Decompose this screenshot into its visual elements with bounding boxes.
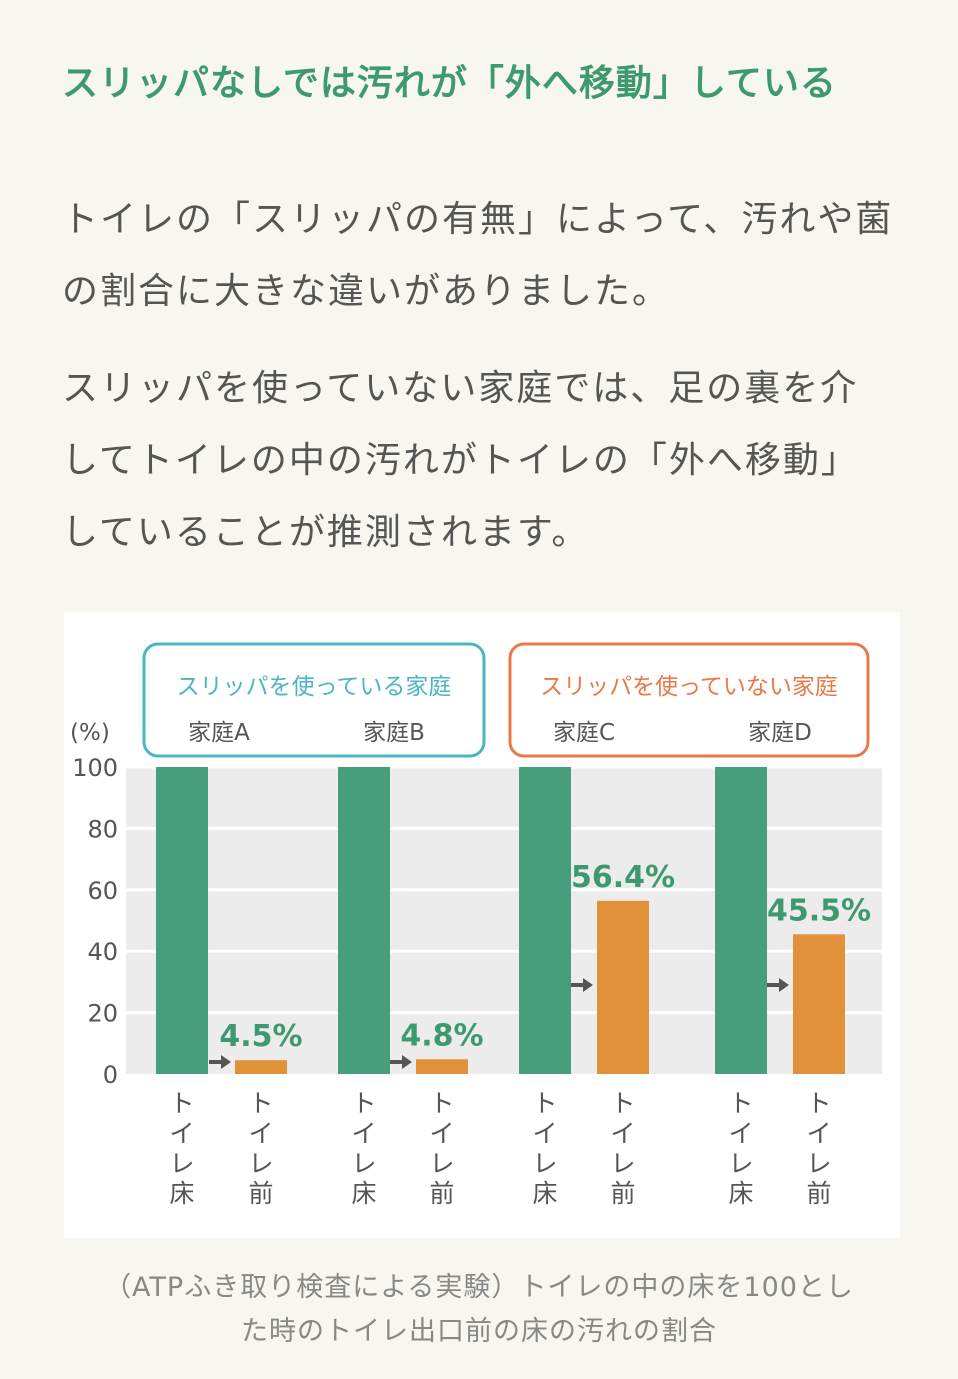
bar-toilet-floor xyxy=(519,767,571,1074)
y-axis-unit-label: (%) xyxy=(70,720,110,746)
x-category-label-floor: 床 xyxy=(728,1179,753,1208)
x-category-label-front: イ xyxy=(248,1119,273,1148)
x-category-label-floor: ト xyxy=(532,1089,557,1118)
bar-toilet-floor xyxy=(338,767,390,1074)
x-category-label-front: 前 xyxy=(429,1179,454,1208)
paragraph-2-line: していることが推測されます。 xyxy=(62,512,590,553)
x-category-label-front: レ xyxy=(610,1149,635,1178)
caption-line: （ATPふき取り検査による実験）トイレの中の床を100とし xyxy=(104,1272,854,1303)
x-category-label-floor: ト xyxy=(728,1089,753,1118)
bar-value-label: 4.8% xyxy=(400,1018,483,1053)
y-tick-label: 40 xyxy=(87,938,118,966)
figure-caption: （ATPふき取り検査による実験）トイレの中の床を100とし た時のトイレ出口前の… xyxy=(40,1266,918,1354)
y-tick-label: 100 xyxy=(72,754,118,782)
paragraph-2-line: してトイレの中の汚れがトイレの「外へ移動」 xyxy=(62,440,859,481)
x-category-label-front: 前 xyxy=(806,1179,831,1208)
x-category-label-floor: レ xyxy=(728,1149,753,1178)
group-box xyxy=(508,642,870,758)
x-category-label-floor: イ xyxy=(351,1119,376,1148)
x-category-label-floor: レ xyxy=(169,1149,194,1178)
y-tick-label: 20 xyxy=(87,1000,118,1028)
x-category-label-floor: 床 xyxy=(169,1179,194,1208)
x-category-label-front: イ xyxy=(429,1119,454,1148)
x-category-label-front: 前 xyxy=(248,1179,273,1208)
x-category-label-floor: ト xyxy=(169,1089,194,1118)
paragraph-2: スリッパを使っていない家庭では、足の裏を介 してトイレの中の汚れがトイレの「外へ… xyxy=(62,353,912,569)
arrow-icon xyxy=(767,977,789,992)
household-label: 家庭A xyxy=(188,720,250,746)
bar-chart: 0 20 40 60 80 100 (%) スリッパを使っている家庭 スリッパを使っていない家庭… xyxy=(70,642,882,1208)
x-category-label-floor: 床 xyxy=(351,1179,376,1208)
x-category-label-front: ト xyxy=(429,1089,454,1118)
household-label: 家庭B xyxy=(363,720,425,746)
bar-toilet-floor xyxy=(715,767,767,1074)
x-category-label-front: ト xyxy=(806,1089,831,1118)
bar-toilet-floor xyxy=(156,767,208,1074)
bar-toilet-front xyxy=(793,934,845,1074)
bar-value-label: 45.5% xyxy=(767,893,871,928)
x-category-label-floor: イ xyxy=(532,1119,557,1148)
group-box xyxy=(142,642,486,758)
arrow-icon xyxy=(390,1055,412,1069)
bar-toilet-front xyxy=(597,900,649,1074)
arrow-icon xyxy=(209,1055,231,1069)
paragraph-1-line: の割合に大きな違いがありました。 xyxy=(62,271,671,312)
x-category-label-floor: 床 xyxy=(532,1179,557,1208)
x-category-label-floor: レ xyxy=(351,1149,376,1178)
x-category-label-front: イ xyxy=(806,1119,831,1148)
x-category-label-floor: ト xyxy=(351,1089,376,1118)
paragraph-1-line: トイレの「スリッパの有無」によって、汚れや菌 xyxy=(62,199,894,240)
y-tick-label: 80 xyxy=(87,815,118,843)
x-category-label-front: ト xyxy=(610,1089,635,1118)
bar-toilet-front xyxy=(235,1060,287,1074)
household-label: 家庭D xyxy=(748,720,812,746)
x-category-label-floor: イ xyxy=(728,1119,753,1148)
bar-value-label: 56.4% xyxy=(571,860,675,895)
x-category-label-floor: レ xyxy=(532,1149,557,1178)
caption-line: た時のトイレ出口前の床の汚れの割合 xyxy=(241,1316,717,1347)
y-tick-label: 0 xyxy=(103,1061,118,1089)
section-heading: スリッパなしでは汚れが「外へ移動」している xyxy=(62,63,837,104)
x-category-label-front: 前 xyxy=(610,1179,635,1208)
arrow-icon xyxy=(571,977,593,992)
x-category-label-front: レ xyxy=(429,1149,454,1178)
household-label: 家庭C xyxy=(553,720,615,746)
x-category-label-front: レ xyxy=(248,1149,273,1178)
group-label: スリッパを使っていない家庭 xyxy=(540,674,838,700)
bar-value-label: 4.5% xyxy=(219,1019,302,1054)
group-label: スリッパを使っている家庭 xyxy=(177,674,452,700)
bar-toilet-front xyxy=(416,1059,468,1074)
x-category-label-front: レ xyxy=(806,1149,831,1178)
x-category-label-front: イ xyxy=(610,1119,635,1148)
x-category-label-front: ト xyxy=(248,1089,273,1118)
paragraph-1: トイレの「スリッパの有無」によって、汚れや菌 の割合に大きな違いがありました。 xyxy=(62,184,912,328)
bar-chart-card: 0 20 40 60 80 100 (%) スリッパを使っている家庭 スリッパを使っていない家庭… xyxy=(64,612,900,1238)
y-tick-label: 60 xyxy=(87,877,118,905)
paragraph-2-line: スリッパを使っていない家庭では、足の裏を介 xyxy=(62,368,859,409)
x-category-label-floor: イ xyxy=(169,1119,194,1148)
